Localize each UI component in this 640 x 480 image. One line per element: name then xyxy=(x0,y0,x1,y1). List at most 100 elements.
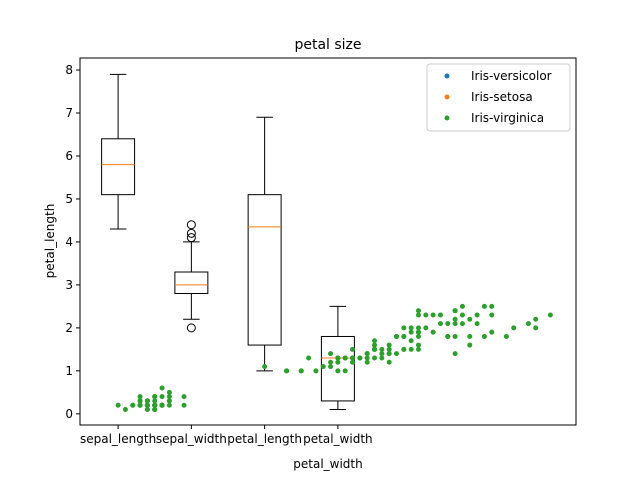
scatter-point xyxy=(503,333,509,339)
scatter-point xyxy=(335,368,341,374)
scatter-point xyxy=(379,351,385,357)
scatter-point xyxy=(437,312,443,318)
legend-marker xyxy=(444,115,450,121)
box xyxy=(101,138,136,196)
scatter-point xyxy=(144,402,150,408)
scatter-point xyxy=(159,402,165,408)
flier xyxy=(186,233,196,243)
scatter-point xyxy=(181,402,187,408)
scatter-point xyxy=(364,351,370,357)
scatter-point xyxy=(166,398,172,404)
y-tick-label: 5 xyxy=(65,192,73,206)
scatter-point xyxy=(452,333,458,339)
flier xyxy=(186,323,196,333)
scatter-point xyxy=(313,368,319,374)
scatter-point xyxy=(489,312,495,318)
scatter-point xyxy=(511,325,517,331)
scatter-point xyxy=(474,321,480,327)
scatter-point xyxy=(159,394,165,400)
scatter-point xyxy=(372,355,378,361)
scatter-point xyxy=(430,312,436,318)
scatter-point xyxy=(130,402,136,408)
y-tick-label: 4 xyxy=(65,235,73,249)
scatter-point xyxy=(415,312,421,318)
scatter-point xyxy=(445,321,451,327)
scatter-point xyxy=(166,389,172,395)
scatter-point xyxy=(328,351,334,357)
scatter-point xyxy=(350,346,356,352)
legend-label: Iris-versicolor xyxy=(471,69,552,83)
scatter-point xyxy=(459,321,465,327)
scatter-point xyxy=(386,342,392,348)
scatter-point xyxy=(357,355,363,361)
scatter-point xyxy=(489,303,495,309)
scatter-point xyxy=(350,355,356,361)
scatter-point xyxy=(137,398,143,404)
scatter-point xyxy=(335,359,341,365)
y-tick-label: 1 xyxy=(65,364,73,378)
y-tick-label: 3 xyxy=(65,278,73,292)
scatter-point xyxy=(525,321,531,327)
scatter-point xyxy=(298,368,304,374)
scatter-point xyxy=(415,325,421,331)
box xyxy=(320,335,355,402)
scatter-point xyxy=(372,342,378,348)
scatter-point xyxy=(547,312,553,318)
scatter-point xyxy=(415,329,421,335)
scatter-point xyxy=(320,364,326,370)
scatter-point xyxy=(533,325,539,331)
chart-title: petal size xyxy=(294,37,361,53)
box xyxy=(247,194,282,346)
scatter-point xyxy=(401,325,407,331)
scatter-point xyxy=(364,359,370,365)
scatter-point xyxy=(423,325,429,331)
scatter-point xyxy=(481,303,487,309)
x-tick-label: sepal_length xyxy=(80,432,156,446)
scatter-point xyxy=(364,355,370,361)
scatter-point xyxy=(445,333,451,339)
scatter-point xyxy=(415,308,421,314)
scatter-point xyxy=(335,355,341,361)
scatter-point xyxy=(166,394,172,400)
scatter-point xyxy=(408,346,414,352)
scatter-point xyxy=(122,407,128,413)
scatter-point xyxy=(159,385,165,391)
legend-label: Iris-setosa xyxy=(471,90,533,104)
scatter-point xyxy=(394,333,400,339)
scatter-point xyxy=(152,394,158,400)
x-axis-label: petal_width xyxy=(293,457,362,471)
scatter-point xyxy=(166,402,172,408)
scatter-point xyxy=(137,394,143,400)
scatter-point xyxy=(386,351,392,357)
scatter-point xyxy=(489,329,495,335)
y-tick-label: 2 xyxy=(65,321,73,335)
box xyxy=(174,271,209,294)
scatter-point xyxy=(467,342,473,348)
scatter-point xyxy=(459,303,465,309)
scatter-point xyxy=(350,359,356,365)
scatter-point xyxy=(401,346,407,352)
scatter-point xyxy=(415,346,421,352)
x-tick-label: petal_length xyxy=(227,432,302,446)
scatter-point xyxy=(481,333,487,339)
scatter-point xyxy=(137,402,143,408)
y-tick-label: 0 xyxy=(65,407,73,421)
scatter-point xyxy=(372,346,378,352)
scatter-point xyxy=(262,364,268,370)
scatter-point xyxy=(430,329,436,335)
scatter-point xyxy=(152,402,158,408)
scatter-point xyxy=(394,351,400,357)
scatter-point xyxy=(415,342,421,348)
scatter-point xyxy=(452,316,458,322)
flier xyxy=(186,228,196,238)
scatter-point xyxy=(408,325,414,331)
x-tick-label: sepal_width xyxy=(156,432,227,446)
y-tick-label: 8 xyxy=(65,63,73,77)
y-tick-label: 6 xyxy=(65,149,73,163)
scatter-point xyxy=(152,398,158,404)
scatter-point xyxy=(467,316,473,322)
scatter-point xyxy=(452,351,458,357)
scatter-point xyxy=(284,368,290,374)
